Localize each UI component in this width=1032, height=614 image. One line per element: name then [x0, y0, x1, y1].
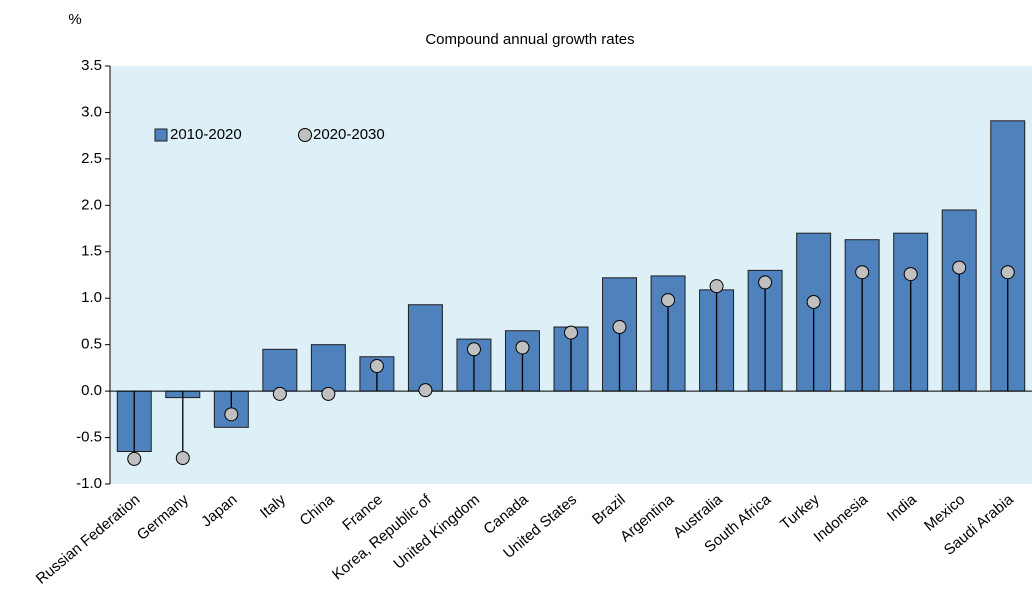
x-tick-label: India: [884, 491, 920, 525]
y-tick-label: 2.0: [81, 196, 102, 213]
x-tick-label: United Kingdom: [390, 491, 483, 573]
dot: [855, 265, 870, 280]
y-tick-label: 3.5: [81, 57, 102, 74]
dot: [758, 275, 773, 290]
dot: [709, 279, 724, 294]
y-tick-label: 0.0: [81, 382, 102, 399]
dot: [806, 294, 821, 309]
legend-label: 2020-2030: [313, 126, 385, 143]
x-tick-label: Russian Federation: [33, 491, 144, 588]
y-tick-label: -1.0: [76, 475, 102, 492]
bar: [310, 344, 346, 392]
dot: [515, 340, 530, 355]
x-tick-label: Germany: [134, 491, 193, 544]
y-tick-label: 1.0: [81, 289, 102, 306]
y-unit: %: [68, 11, 81, 28]
dot: [272, 386, 287, 401]
dot: [418, 383, 433, 398]
y-tick-label: -0.5: [76, 429, 102, 446]
x-tick-label: China: [297, 491, 338, 530]
dot: [1000, 265, 1015, 280]
x-tick-label: Brazil: [589, 491, 629, 528]
dot: [903, 267, 918, 282]
y-tick-label: 1.5: [81, 243, 102, 260]
y-tick-label: 2.5: [81, 150, 102, 167]
legend-swatch: [154, 128, 168, 142]
dot: [952, 260, 967, 275]
bar: [262, 348, 298, 392]
x-tick-label: Argentina: [617, 491, 678, 546]
x-tick-label: Japan: [198, 491, 240, 530]
dot: [127, 451, 142, 466]
dot: [612, 320, 627, 335]
dot: [369, 359, 384, 374]
legend-swatch: [298, 128, 312, 142]
legend-label: 2010-2020: [170, 126, 242, 143]
x-tick-label: Indonesia: [811, 491, 872, 546]
dot: [224, 407, 239, 422]
dot: [175, 450, 190, 465]
dot: [564, 325, 578, 340]
x-tick-label: Italy: [257, 491, 289, 522]
dot: [466, 342, 481, 357]
y-tick-label: 0.5: [81, 336, 102, 353]
bar: [407, 304, 443, 392]
dot: [661, 293, 676, 308]
dot: [321, 386, 336, 401]
y-tick-label: 3.0: [81, 103, 102, 120]
chart-title: Compound annual growth rates: [425, 31, 634, 48]
